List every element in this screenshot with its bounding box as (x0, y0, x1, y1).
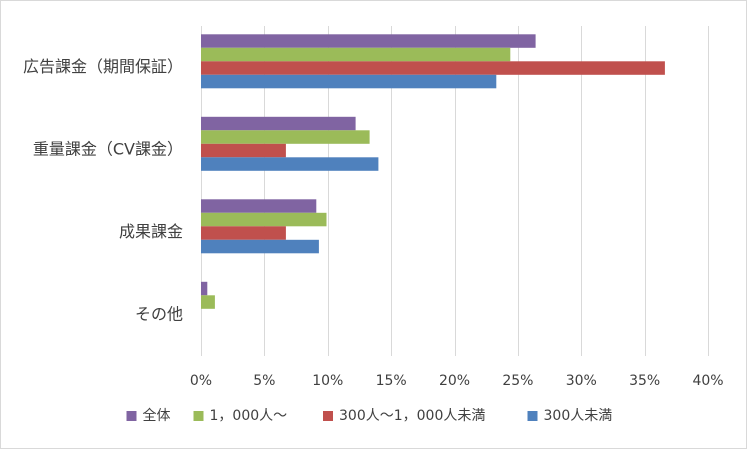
x-tick-label: 30% (566, 373, 597, 389)
bar (201, 34, 536, 48)
x-tick-label: 35% (629, 373, 660, 389)
x-tick-label: 15% (376, 373, 407, 389)
legend-swatch (527, 411, 538, 421)
bar (201, 212, 327, 227)
bar (201, 130, 370, 144)
bar (201, 295, 215, 309)
x-tick-labels: 0% 5% 10% 15% 20% 25% 30% 35% 40% (190, 373, 724, 389)
bar (201, 157, 379, 171)
bar (201, 143, 286, 158)
x-tick-label: 0% (190, 373, 212, 389)
legend-label: 全体 (143, 407, 171, 424)
bar (201, 116, 356, 131)
bar (201, 239, 319, 254)
bar (201, 47, 511, 62)
legend: 全体 1，000人～ 300人～1，000人未満 300人未満 (126, 407, 613, 424)
bar (201, 226, 286, 240)
x-tick-label: 5% (253, 373, 275, 389)
legend-swatch (323, 411, 333, 421)
x-tick-label: 25% (502, 373, 533, 389)
bar (201, 61, 665, 75)
category-label: 広告課金（期間保証） (23, 57, 183, 76)
x-tick-label: 10% (312, 373, 343, 389)
x-tick-label: 20% (439, 373, 470, 389)
x-tick-label: 40% (692, 373, 723, 389)
legend-label: 300人～1，000人未満 (339, 408, 485, 424)
legend-label: 1，000人～ (210, 408, 288, 424)
legend-swatch (193, 411, 204, 421)
category-label: 成果課金 (119, 222, 183, 241)
legend-swatch (126, 411, 137, 421)
category-label: 重量課金（CV課金） (33, 139, 183, 158)
bars (201, 34, 665, 309)
bar (201, 281, 208, 296)
bar (201, 199, 317, 213)
category-label: その他 (135, 304, 183, 323)
legend-label: 300人未満 (544, 408, 613, 424)
bar (201, 74, 497, 89)
